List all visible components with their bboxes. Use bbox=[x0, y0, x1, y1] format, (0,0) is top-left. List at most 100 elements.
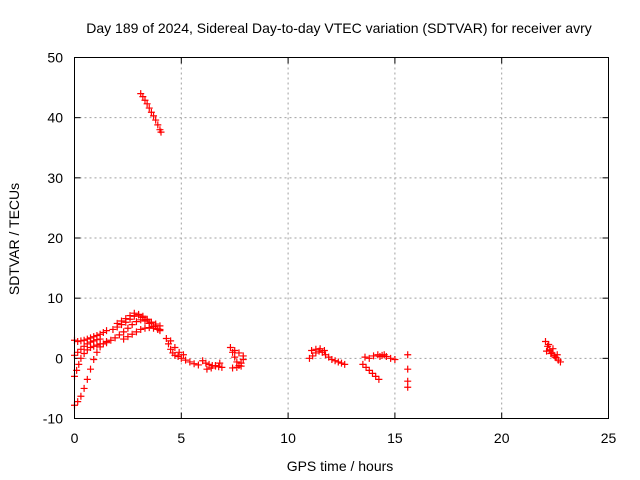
data-point bbox=[202, 359, 210, 367]
series-arc-22-23 bbox=[541, 337, 564, 366]
x-axis-label: GPS time / hours bbox=[287, 458, 394, 474]
data-point bbox=[83, 335, 91, 343]
data-point bbox=[368, 369, 376, 377]
data-point bbox=[316, 345, 324, 353]
data-point bbox=[162, 334, 170, 342]
data-point bbox=[103, 339, 111, 347]
data-point bbox=[231, 347, 239, 355]
data-point bbox=[128, 330, 136, 338]
data-point bbox=[167, 345, 175, 353]
data-point bbox=[130, 309, 138, 317]
data-point bbox=[203, 365, 211, 373]
data-point bbox=[143, 316, 151, 324]
y-tick-label: -10 bbox=[43, 411, 63, 427]
data-point bbox=[128, 321, 136, 329]
data-point bbox=[109, 325, 117, 333]
x-tick-label: 20 bbox=[494, 430, 510, 446]
plot-frame bbox=[74, 57, 609, 419]
data-point bbox=[145, 104, 153, 112]
data-point bbox=[150, 112, 158, 120]
data-point bbox=[139, 313, 147, 321]
data-point bbox=[132, 318, 140, 326]
data-point bbox=[334, 358, 342, 366]
data-point bbox=[365, 366, 373, 374]
chart-title: Day 189 of 2024, Sidereal Day-to-day VTE… bbox=[86, 20, 592, 36]
x-tick-label: 25 bbox=[601, 430, 617, 446]
data-point bbox=[235, 349, 243, 357]
data-point bbox=[115, 331, 123, 339]
y-tick-label: 10 bbox=[47, 290, 63, 306]
data-point bbox=[154, 121, 162, 129]
data-point bbox=[237, 362, 245, 370]
data-point bbox=[87, 365, 95, 373]
data-point bbox=[93, 348, 101, 356]
series-arc-mid-1 bbox=[103, 316, 164, 347]
y-axis-label: SDTVAR / TECUs bbox=[6, 183, 22, 295]
x-tick-label: 15 bbox=[387, 430, 403, 446]
y-tick-label: 50 bbox=[47, 50, 63, 66]
data-point bbox=[135, 311, 143, 319]
data-point bbox=[543, 347, 551, 355]
data-point bbox=[376, 353, 384, 361]
data-point bbox=[175, 348, 183, 356]
data-point bbox=[77, 345, 85, 353]
x-tick-label: 0 bbox=[71, 430, 79, 446]
data-point bbox=[226, 344, 234, 352]
data-point bbox=[309, 352, 317, 360]
y-tick-label: 0 bbox=[55, 350, 63, 366]
series-arc-13-15 bbox=[359, 351, 399, 383]
data-point bbox=[190, 360, 198, 368]
data-point bbox=[229, 364, 237, 372]
data-point bbox=[362, 363, 370, 371]
data-point bbox=[152, 320, 160, 328]
data-point bbox=[365, 354, 373, 362]
data-point bbox=[75, 360, 83, 368]
data-point bbox=[74, 398, 82, 406]
data-point bbox=[320, 347, 328, 355]
data-point bbox=[124, 324, 132, 332]
data-point bbox=[80, 350, 88, 358]
data-point bbox=[205, 360, 213, 368]
data-point bbox=[239, 352, 247, 360]
data-point bbox=[113, 319, 121, 327]
data-point bbox=[141, 324, 149, 332]
y-tick-label: 30 bbox=[47, 170, 63, 186]
data-point bbox=[182, 356, 190, 364]
data-point bbox=[156, 322, 164, 330]
data-point bbox=[150, 324, 158, 332]
data-point bbox=[541, 337, 549, 345]
data-point bbox=[545, 340, 553, 348]
data-point bbox=[556, 358, 564, 366]
data-point bbox=[74, 337, 82, 345]
data-point bbox=[137, 325, 145, 333]
data-point bbox=[120, 328, 128, 336]
data-point bbox=[87, 334, 95, 342]
series-arc-high bbox=[137, 90, 165, 136]
data-point bbox=[126, 312, 134, 320]
data-point bbox=[80, 336, 88, 344]
data-point bbox=[171, 351, 179, 359]
data-point bbox=[111, 334, 119, 342]
data-point bbox=[361, 353, 369, 361]
data-point bbox=[211, 362, 219, 370]
data-point bbox=[147, 108, 155, 116]
data-point bbox=[404, 351, 412, 359]
y-tick-labels: -10 0 10 20 30 40 50 bbox=[43, 50, 63, 427]
data-point bbox=[215, 363, 223, 371]
x-tick-labels: 0 5 10 15 20 25 bbox=[71, 430, 617, 446]
data-point bbox=[103, 327, 111, 335]
data-point bbox=[404, 377, 412, 385]
data-point bbox=[359, 360, 367, 368]
data-point bbox=[207, 364, 215, 372]
data-point bbox=[387, 354, 395, 362]
x-tick-label: 10 bbox=[280, 430, 296, 446]
data-point bbox=[145, 324, 153, 332]
data-point bbox=[233, 363, 241, 371]
series-arc-15-7 bbox=[404, 351, 412, 391]
data-point bbox=[231, 353, 239, 361]
data-point bbox=[139, 93, 147, 101]
data-point bbox=[194, 361, 202, 369]
data-point bbox=[404, 383, 412, 391]
series-arc-4-6 bbox=[162, 334, 202, 369]
data-point bbox=[547, 350, 555, 358]
